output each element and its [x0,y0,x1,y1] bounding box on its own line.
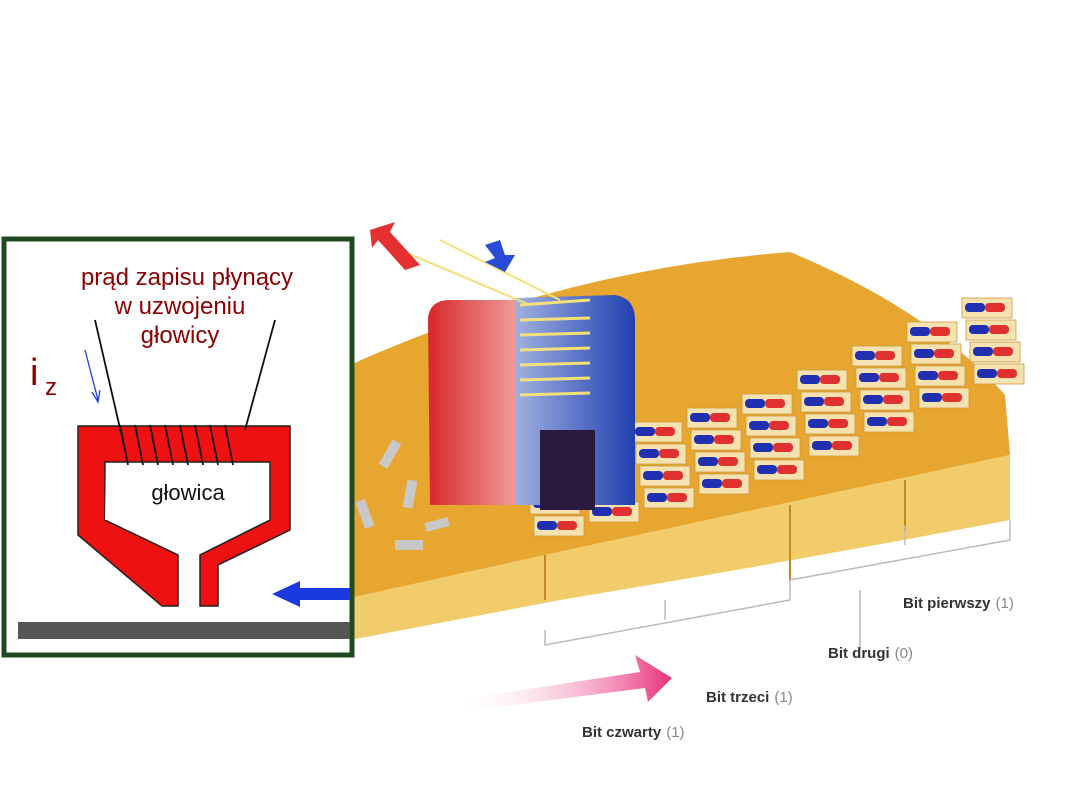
cell [533,515,585,537]
cell [694,451,746,473]
cell [855,367,907,389]
motion-arrow-blue [272,581,350,607]
motion-arrow [455,655,672,712]
cell [918,387,970,409]
cell [635,443,687,465]
inset-label: głowicy [141,322,220,349]
cell [969,341,1021,363]
medium [18,622,350,639]
inset-label: prąd zapisu płynący [81,264,293,291]
cell [863,411,915,433]
bit-value: (1) [666,724,684,741]
cell [741,393,793,415]
head-label: głowica [151,480,225,505]
coil [94,319,276,466]
cell [851,345,903,367]
bit-value: (0) [895,645,913,662]
bit-name: Bit trzeci [706,689,769,706]
cell [859,389,911,411]
current-symbol: i [30,352,38,394]
bit-label: Bit czwarty (1) [582,724,685,741]
head [77,425,291,607]
bit-name: Bit drugi [828,645,890,662]
cell [698,473,750,495]
bit-label: Bit pierwszy (1) [903,595,1014,612]
cell [588,501,640,523]
bit-labels: Bit pierwszy (1) Bit drugi (0) Bit trzeci (1)… [582,595,1014,741]
cell [800,391,852,413]
cell [690,429,742,451]
inset-label: w uzwojeniu [114,293,246,320]
cell [631,421,683,443]
bit-name: Bit czwarty [582,724,662,741]
cell [808,435,860,457]
cell [906,321,958,343]
loose-particles [355,439,450,550]
cell [914,365,966,387]
current-subscript: z [45,374,57,401]
cell [745,415,797,437]
cell [796,369,848,391]
magnet [370,222,635,510]
cell [804,413,856,435]
bit-value: (1) [774,689,792,706]
cell [639,465,691,487]
bit-label: Bit drugi (0) [828,645,913,662]
bit-brackets [544,520,1011,650]
cell [753,459,805,481]
cell [965,319,1017,341]
cell [961,297,1013,319]
cell [910,343,962,365]
bit-value: (1) [996,595,1014,612]
bit-label: Bit trzeci (1) [706,689,793,706]
cell [686,407,738,429]
bit-name: Bit pierwszy [903,595,991,612]
cell [749,437,801,459]
cell [973,363,1025,385]
current-arrow [84,349,101,404]
cell [643,487,695,509]
